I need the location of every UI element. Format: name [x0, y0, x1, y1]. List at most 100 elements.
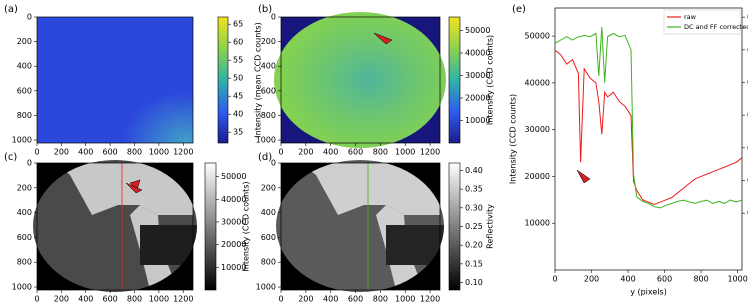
x-tick-label: 0: [34, 295, 39, 304]
panel-label: (b): [258, 4, 272, 15]
axes-frame: [36, 162, 194, 291]
y-tick-label: 50000: [465, 26, 490, 35]
y-tick-label: 0: [27, 13, 32, 22]
y-tick-label: 600: [261, 86, 276, 95]
x-tick-label: 800: [127, 148, 142, 157]
y-tick-label: 0.35: [465, 185, 483, 194]
y-tick-label: 600: [17, 86, 32, 95]
x-tick-label: 1000: [727, 275, 747, 284]
y-tick-label: 20000: [525, 172, 550, 181]
x-tick-label: 400: [323, 295, 338, 304]
y-tick-label: 60: [233, 38, 243, 47]
x-tick-label: 800: [373, 148, 388, 157]
x-tick-label: 800: [127, 295, 142, 304]
x-tick-label: 0: [278, 295, 283, 304]
y-tick-label: 35: [233, 128, 243, 137]
y-tick-label: 50: [233, 74, 243, 83]
y-tick-label: 20000: [221, 240, 246, 249]
legend-label: raw: [684, 13, 697, 21]
y-tick-label: 800: [261, 111, 276, 120]
y-tick-label: 0: [271, 159, 276, 168]
series-line: [554, 26, 743, 209]
x-tick-label: 1000: [149, 295, 169, 304]
colorbar: [204, 162, 217, 291]
y-tick-label: 1000: [256, 283, 276, 292]
x-tick-label: 400: [78, 148, 93, 157]
axes-frame: [280, 162, 441, 291]
colorbar: [448, 162, 461, 291]
colorbar: [217, 16, 229, 144]
y-tick-label: 0.10: [465, 278, 483, 287]
x-tick-label: 1200: [173, 295, 193, 304]
colorbar: [448, 16, 461, 144]
image-c: [33, 160, 197, 292]
arrows: [125, 32, 591, 194]
axes-frame: [280, 16, 441, 144]
y-tick-label: 0.25: [465, 222, 483, 231]
x-tick-label: 0: [278, 148, 283, 157]
y-tick-label: 65: [233, 20, 243, 29]
x-tick-label: 400: [620, 275, 635, 284]
legend-label: DC and FF corrected: [684, 23, 748, 31]
colorbar-label: Intensity (CCD counts): [242, 181, 251, 271]
y-tick-label: 10000: [525, 219, 550, 228]
x-tick-label: 600: [348, 295, 363, 304]
y-tick-label: 200: [17, 37, 32, 46]
y-tick-label: 40000: [221, 195, 246, 204]
y-tick-label: 200: [17, 183, 32, 192]
x-axis-label: y (pixels): [630, 288, 667, 297]
y-tick-label: 30000: [465, 71, 490, 80]
x-tick-label: 600: [102, 148, 117, 157]
y-tick-label: 0.15: [465, 259, 483, 268]
x-tick-label: 200: [54, 295, 69, 304]
colorbar-label: Intensity (mean CCD counts): [254, 22, 263, 137]
axes-frame: [554, 7, 743, 271]
y-tick-label: 40000: [525, 78, 550, 87]
colorbar-label: Reflectivity: [486, 204, 495, 249]
y-tick-label: 800: [261, 258, 276, 267]
x-tick-label: 600: [657, 275, 672, 284]
image-d: [276, 160, 444, 292]
x-tick-label: 1000: [395, 295, 415, 304]
y-tick-label: 400: [261, 208, 276, 217]
x-tick-label: 200: [298, 148, 313, 157]
x-tick-label: 200: [298, 295, 313, 304]
image-a: [37, 17, 193, 143]
y-tick-label: 50000: [525, 32, 550, 41]
x-tick-label: 800: [693, 275, 708, 284]
x-tick-label: 1200: [173, 148, 193, 157]
y-axis-label: Intensity (CCD counts): [509, 94, 518, 184]
panel-label: (a): [4, 4, 18, 15]
y-tick-label: 0.20: [465, 241, 483, 250]
y-tick-label: 0: [271, 13, 276, 22]
x-tick-label: 200: [54, 148, 69, 157]
y-tick-label: 800: [17, 111, 32, 120]
y-tick-label: 600: [17, 233, 32, 242]
y-tick-label: 0: [27, 159, 32, 168]
y-tick-label: 40000: [465, 49, 490, 58]
y-tick-label: 30000: [221, 217, 246, 226]
image-b: [274, 12, 446, 148]
y-tick-label: 55: [233, 56, 243, 65]
x-tick-label: 1200: [420, 295, 440, 304]
y-tick-label: 400: [261, 62, 276, 71]
y-tick-label: 1000: [12, 136, 32, 145]
x-tick-label: 1000: [395, 148, 415, 157]
y-tick-label: 40: [233, 110, 243, 119]
x-tick-label: 0: [34, 148, 39, 157]
y-tick-label: 30000: [525, 125, 550, 134]
x-tick-label: 600: [348, 148, 363, 157]
legend-box: [663, 9, 741, 35]
panel-label: (d): [258, 152, 272, 163]
y-tick-label: 400: [17, 208, 32, 217]
y-tick-label: 600: [261, 233, 276, 242]
x-tick-label: 800: [373, 295, 388, 304]
series-line: [554, 49, 743, 206]
y-tick-label: 400: [17, 62, 32, 71]
y-tick-label: 800: [17, 258, 32, 267]
y-tick-label: 20000: [465, 94, 490, 103]
x-tick-label: 1000: [149, 148, 169, 157]
panel-label: (c): [4, 152, 17, 163]
y-tick-label: 10000: [221, 263, 246, 272]
y-tick-label: 10000: [465, 116, 490, 125]
